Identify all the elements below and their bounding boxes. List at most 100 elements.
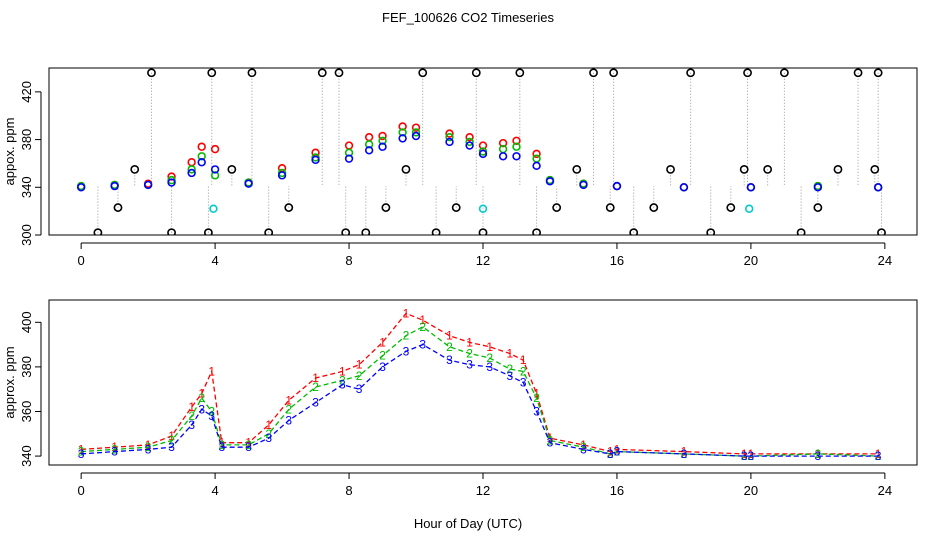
series-3-point — [813, 183, 823, 192]
series-3-point — [167, 178, 176, 187]
series-3-point-label: 3 — [607, 447, 614, 461]
series-2-point-label: 2 — [285, 402, 292, 416]
series-spike-point — [609, 68, 619, 78]
series-cal-point — [209, 204, 218, 213]
series-spike-point — [515, 68, 525, 78]
series-3-point — [612, 181, 622, 191]
series-3-point-label: 3 — [198, 402, 205, 416]
series-1-point — [364, 132, 374, 142]
series-1-point — [532, 149, 541, 159]
series-3-point-label: 3 — [741, 449, 748, 463]
series-2-point-label: 2 — [78, 445, 85, 459]
series-spike-point — [813, 203, 823, 212]
series-spike-point — [686, 68, 696, 78]
series-spike-point — [572, 164, 582, 174]
series-1-point-label: 1 — [815, 447, 822, 461]
series-1-point-label: 1 — [741, 447, 748, 461]
series-1-point — [344, 141, 354, 150]
series-spike-point — [605, 203, 615, 212]
series-1-point-label: 1 — [486, 340, 493, 354]
plot-frame — [48, 299, 918, 466]
series-3-point-label: 3 — [356, 382, 363, 396]
series-2-point-label: 2 — [741, 449, 748, 463]
series-3-point-label: 3 — [265, 431, 272, 445]
series-3-point-label: 3 — [419, 338, 426, 352]
series-3-point-label: 3 — [285, 413, 292, 427]
series-spike-point — [381, 203, 391, 212]
series-2-point-label: 2 — [614, 445, 621, 459]
x-tick-label: 8 — [345, 253, 352, 268]
series-3-point — [545, 177, 555, 186]
series-3-point — [873, 183, 883, 192]
series-spike-point — [743, 68, 752, 78]
series-1-point-label: 1 — [466, 335, 473, 349]
series-spike-point — [361, 228, 371, 235]
series-spike-point — [779, 68, 789, 78]
series-1-point-label: 1 — [356, 358, 363, 372]
series-1-point-label: 1 — [419, 313, 426, 327]
series-1-point — [398, 122, 407, 131]
series-3-point-label: 3 — [145, 442, 152, 456]
series-2-point — [411, 128, 421, 137]
series-1-point — [197, 142, 206, 151]
series-3-point-label: 3 — [168, 440, 175, 454]
series-2-point — [210, 171, 220, 180]
series-1-point-label: 1 — [208, 364, 215, 378]
series-1-point-label: 1 — [285, 393, 292, 407]
series-spike-point — [247, 68, 257, 78]
series-2-point-label: 2 — [312, 380, 319, 394]
series-1-point-label: 1 — [607, 445, 614, 459]
series-3-point-label: 3 — [403, 344, 410, 358]
series-spike-point — [870, 164, 880, 174]
series-3-point-label: 3 — [379, 360, 386, 374]
series-2-point — [364, 140, 374, 149]
series-2-point-label: 2 — [466, 347, 473, 361]
series-3-point-label: 3 — [208, 409, 215, 423]
x-tick-label: 20 — [744, 253, 758, 268]
series-spike-point — [629, 228, 639, 235]
series-3-point — [143, 180, 153, 190]
series-2-point-label: 2 — [168, 433, 175, 447]
series-1-point — [187, 158, 196, 167]
series-2-point — [512, 142, 521, 151]
series-3-point-label: 3 — [188, 418, 195, 432]
series-1-point — [378, 131, 387, 141]
series-1-point-label: 1 — [446, 329, 453, 343]
series-spike-point — [552, 203, 562, 212]
series-1-point-label: 1 — [218, 436, 225, 450]
series-spike-point — [706, 228, 716, 235]
series-1-point-label: 1 — [312, 371, 319, 385]
series-3-line — [81, 343, 879, 457]
series-1-point-label: 1 — [145, 438, 152, 452]
series-1-point-label: 1 — [339, 364, 346, 378]
series-2-point-label: 2 — [208, 404, 215, 418]
series-3-point — [445, 137, 454, 147]
y-tick-label: 380 — [19, 129, 34, 151]
series-1-point-label: 1 — [681, 445, 688, 459]
x-axis-label: Hour of Day (UTC) — [414, 516, 522, 531]
series-2-point — [378, 136, 387, 145]
series-3-point — [378, 142, 387, 151]
series-3-point-label: 3 — [520, 376, 527, 390]
series-1-point-label: 1 — [533, 387, 540, 401]
series-spike-point — [853, 68, 863, 78]
series-1-point-label: 1 — [111, 440, 118, 454]
series-2-point-label: 2 — [520, 364, 527, 378]
series-1-point-label: 1 — [506, 347, 513, 361]
y-tick-label: 340 — [19, 445, 34, 467]
series-2-point — [197, 152, 206, 161]
series-spike-point — [264, 228, 274, 235]
series-2-point — [187, 165, 196, 174]
series-2-point-label: 2 — [748, 449, 755, 463]
series-3-point — [498, 152, 508, 161]
x-tick-label: 16 — [610, 483, 624, 498]
series-3-point-label: 3 — [506, 369, 513, 383]
series-2-point — [465, 137, 474, 147]
series-2-point-label: 2 — [875, 449, 882, 463]
series-3-point — [532, 161, 541, 171]
series-spike-point — [418, 68, 428, 78]
series-3-point — [187, 168, 196, 178]
series-spike-point — [334, 68, 344, 78]
